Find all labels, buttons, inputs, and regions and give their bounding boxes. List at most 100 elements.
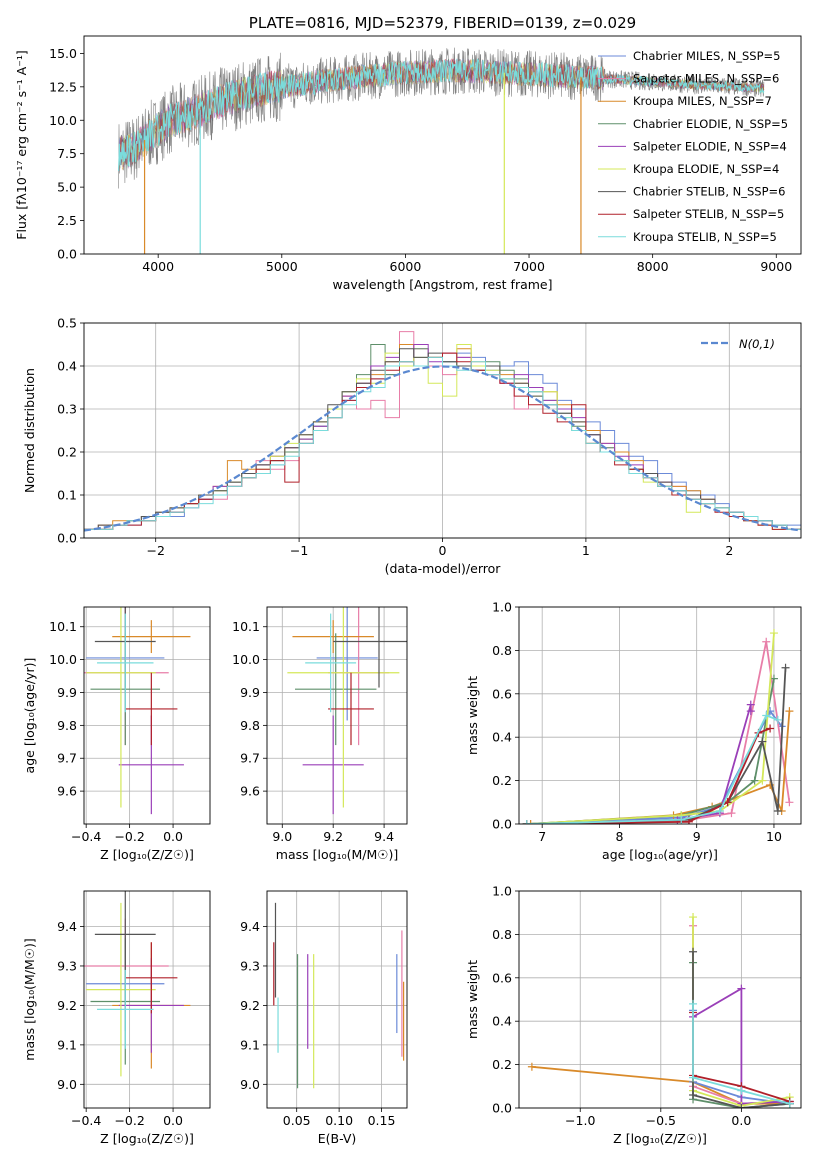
y-tick-label: 9.6 (240, 784, 260, 799)
mass-weight-line (692, 1003, 790, 1105)
grid (267, 607, 407, 824)
plus-marker (773, 715, 782, 724)
legend-label: Chabrier MILES, N_SSP=5 (633, 49, 780, 63)
y-tick-label: 0.0 (492, 1101, 512, 1116)
plot-area (84, 331, 801, 538)
errorbar-point (97, 969, 154, 1049)
errorbar-point (112, 620, 191, 654)
plus-marker (727, 809, 736, 818)
x-tick-label: −1 (290, 543, 308, 558)
y-axis-label: Normed distribution (22, 368, 37, 493)
plus-marker (758, 776, 767, 785)
x-axis-label: Z [log₁₀(Z/Z☉)] (100, 847, 194, 862)
plus-marker (750, 776, 759, 785)
y-axis-label: age [log₁₀(age/yr)] (22, 658, 37, 774)
plus-marker (689, 947, 698, 956)
chart-spectrum: 4000 5000 6000 7000 8000 9000 0.0 2.5 5.0 7.5 10.0… (14, 14, 802, 292)
grid (84, 607, 210, 824)
plus-marker (527, 1062, 536, 1071)
x-tick-label: 7 (538, 829, 546, 844)
y-axis-label: mass weight (465, 960, 480, 1039)
y-tick-label: 9.8 (240, 718, 260, 733)
mass-weight-line (526, 727, 771, 824)
axes-frame (83, 322, 802, 539)
errorbar-point (328, 672, 374, 746)
plus-marker (769, 629, 778, 638)
plus-marker (781, 663, 790, 672)
grid (519, 890, 801, 1109)
x-tick-label: 7000 (513, 259, 545, 274)
y-tick-label: 12.5 (49, 79, 77, 94)
y-tick-label: 9.9 (240, 685, 260, 700)
chart-massweight-vs-age: 7 8 9 10 0.0 0.2 0.4 0.6 0.8 1.0 age [log₁₀(age/yr… (465, 600, 802, 862)
model-fit-line (118, 58, 765, 172)
chart-residuals: −2 −1 0 1 2 0.0 0.1 0.2 0.3 0.4 0.5 (data-model)/er… (22, 316, 802, 576)
y-tick-label: 1.0 (492, 600, 512, 615)
y-tick-label: 2.5 (57, 213, 77, 228)
y-tick-label: 0.3 (57, 402, 77, 417)
x-tick-label: 5000 (266, 259, 298, 274)
x-axis-label: wavelength [Angstrom, rest frame] (332, 277, 552, 292)
y-tick-label: 9.7 (57, 751, 77, 766)
legend-label: Salpeter STELIB, N_SSP=5 (633, 207, 784, 221)
y-tick-label: 7.5 (57, 146, 77, 161)
x-tick-label: 8000 (637, 259, 669, 274)
y-tick-label: 9.1 (240, 1037, 260, 1052)
plus-marker (715, 806, 724, 815)
x-tick-label: 9.4 (374, 829, 394, 844)
y-tick-label: 0.6 (492, 970, 512, 985)
chart-age-vs-mass: 9.0 9.2 9.4 9.6 9.7 9.8 9.9 10.0 10.1 mass [log₁₀… (232, 606, 408, 862)
axes-frame (518, 606, 802, 825)
x-tick-label: 0.10 (325, 1113, 353, 1128)
y-tick-label: 0.2 (57, 445, 77, 460)
y-tick-label: 9.3 (57, 958, 77, 973)
x-axis-label: age [log₁₀(age/yr)] (602, 847, 718, 862)
y-tick-label: 9.4 (57, 919, 77, 934)
errorbar-point (316, 607, 378, 721)
x-tick-label: 9.0 (272, 829, 292, 844)
x-tick-label: 9.2 (323, 829, 343, 844)
x-tick-label: 4000 (142, 259, 174, 274)
x-axis-label: Z [log₁₀(Z/Z☉)] (100, 1131, 194, 1146)
plus-marker (773, 806, 782, 815)
plus-marker (689, 913, 698, 922)
errorbar-point (333, 607, 407, 688)
x-axis-label: Z [log₁₀(Z/Z☉)] (613, 1131, 707, 1146)
y-tick-label: 9.1 (57, 1037, 77, 1052)
axes-frame (83, 35, 802, 255)
plus-marker (762, 637, 771, 646)
y-axis-label: Flux [fλ10⁻¹⁷ erg cm⁻² s⁻¹ A⁻¹] (14, 50, 29, 239)
mass-weight-line (530, 641, 791, 824)
y-tick-label: 0.4 (57, 359, 77, 374)
errorbar-point (302, 715, 364, 815)
y-axis-label: mass [log₁₀(M/M☉)] (22, 938, 37, 1060)
axes-frame (83, 890, 211, 1109)
y-tick-label: 0.4 (492, 1014, 512, 1029)
axes-frame (266, 606, 408, 825)
y-tick-label: 0.0 (492, 817, 512, 832)
legend-label: Kroupa ELODIE, N_SSP=4 (633, 162, 779, 176)
plot-area (273, 902, 405, 1089)
y-tick-label: 9.0 (57, 1077, 77, 1092)
errorbar-point (125, 672, 178, 746)
errorbar-point (295, 633, 377, 746)
legend-label: Kroupa STELIB, N_SSP=5 (633, 230, 777, 244)
plus-marker (737, 984, 746, 993)
y-tick-label: 10.1 (232, 619, 260, 634)
x-axis-label: (data-model)/error (385, 561, 502, 576)
legend-label: Salpeter ELODIE, N_SSP=4 (633, 139, 787, 153)
x-tick-label: 9 (693, 829, 701, 844)
axes-frame (266, 890, 408, 1109)
x-tick-label: 10 (766, 829, 782, 844)
grid (519, 606, 801, 825)
y-tick-label: 1.0 (492, 884, 512, 899)
errorbar-point (86, 607, 156, 808)
y-tick-label: 0.6 (492, 686, 512, 701)
plus-marker (785, 1099, 794, 1108)
y-tick-label: 9.3 (240, 958, 260, 973)
chart-massweight-vs-Z: −1.0 −0.5 0.0 0.0 0.2 0.4 0.6 0.8 1.0 Z [log₁₀(Z/… (465, 884, 802, 1146)
errorbar-point (292, 620, 374, 654)
mass-weight-line (531, 1065, 790, 1105)
legend-label: Kroupa MILES, N_SSP=7 (633, 94, 772, 108)
plot-area (287, 607, 407, 815)
